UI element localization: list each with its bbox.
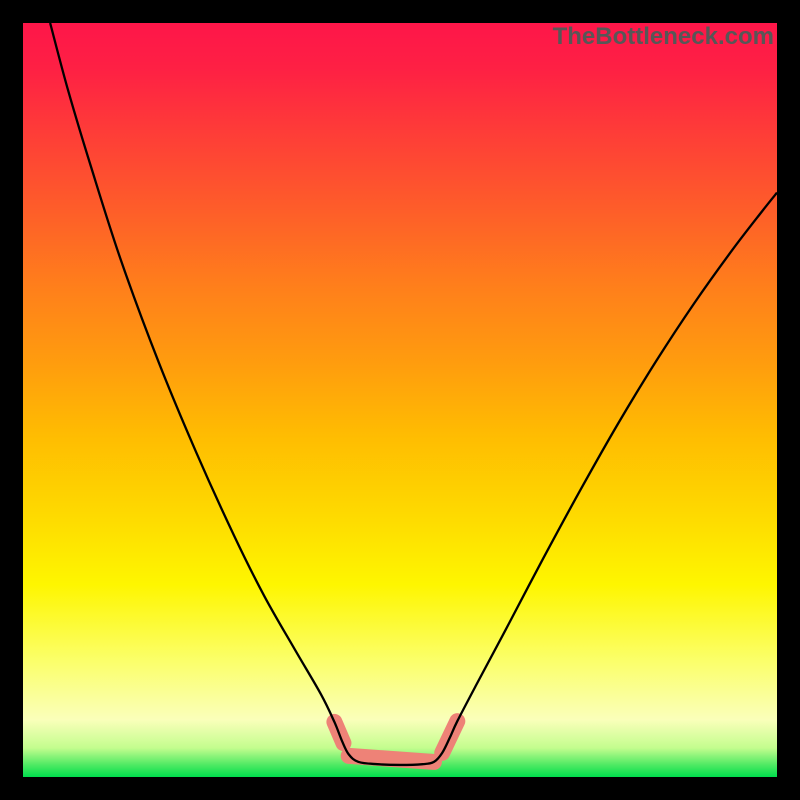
plot-area: TheBottleneck.com (23, 23, 777, 777)
threshold-segment-1 (349, 756, 434, 762)
bottleneck-curve-layer (23, 23, 777, 777)
outer-frame: TheBottleneck.com (0, 0, 800, 800)
bottleneck-curve (50, 23, 777, 765)
watermark-text: TheBottleneck.com (553, 23, 774, 51)
